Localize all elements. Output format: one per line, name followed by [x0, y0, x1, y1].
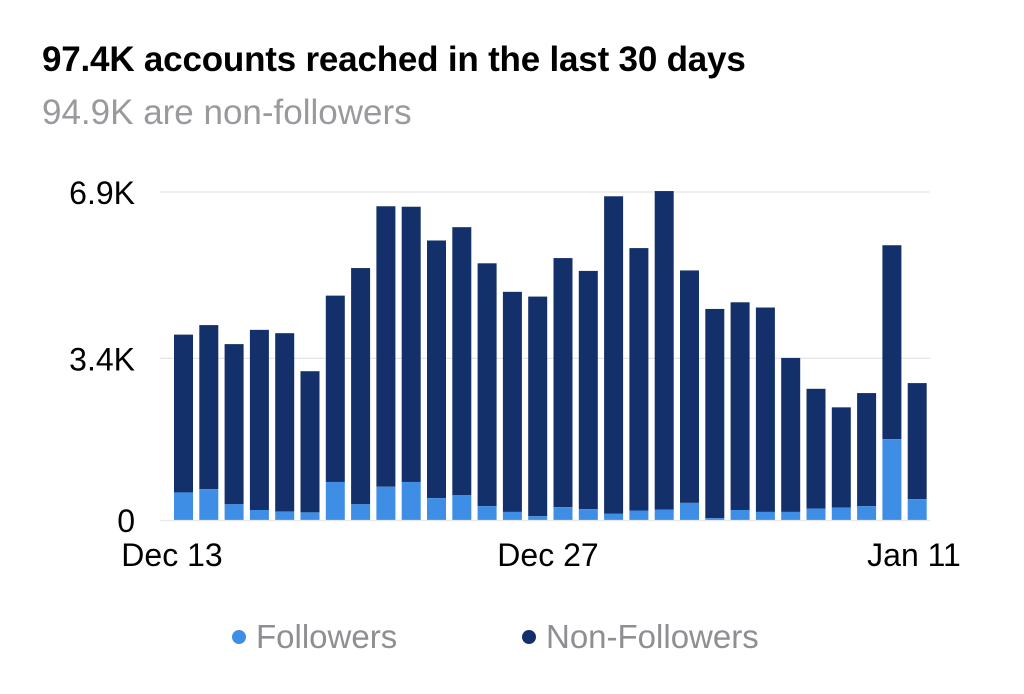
bar-followers[interactable]	[199, 489, 219, 520]
bar-non-followers[interactable]	[325, 295, 345, 482]
bar-followers[interactable]	[831, 507, 851, 520]
bar-non-followers[interactable]	[224, 344, 244, 505]
legend-item-non-followers[interactable]: Non-Followers	[522, 618, 759, 656]
y-tick-label: 6.9K	[69, 175, 135, 211]
legend-label-non-followers: Non-Followers	[546, 618, 759, 655]
bar-followers[interactable]	[553, 507, 573, 520]
bar-followers[interactable]	[857, 506, 877, 520]
bar-non-followers[interactable]	[806, 388, 826, 509]
y-tick-label: 0	[117, 503, 135, 539]
chart-legend: Followers Non-Followers	[0, 618, 1024, 662]
bar-non-followers[interactable]	[401, 206, 421, 482]
bar-followers[interactable]	[604, 513, 624, 520]
bar-non-followers[interactable]	[351, 268, 371, 505]
bar-non-followers[interactable]	[199, 325, 219, 490]
bar-non-followers[interactable]	[755, 307, 775, 512]
bar-followers[interactable]	[806, 508, 826, 520]
bar-followers[interactable]	[376, 486, 396, 520]
bar-followers[interactable]	[300, 512, 320, 520]
bar-non-followers[interactable]	[376, 206, 396, 487]
bar-non-followers[interactable]	[249, 329, 269, 511]
bar-non-followers[interactable]	[857, 393, 877, 507]
reach-bar-chart: 0 3.4K 6.9K Dec 13 Dec 27 Jan 11	[69, 175, 961, 573]
bar-non-followers[interactable]	[452, 227, 472, 496]
bar-non-followers[interactable]	[604, 196, 624, 514]
bar-followers[interactable]	[275, 511, 295, 520]
bar-non-followers[interactable]	[578, 270, 598, 510]
bar-non-followers[interactable]	[654, 191, 674, 510]
x-tick-label: Dec 13	[121, 537, 222, 573]
bar-followers[interactable]	[680, 502, 699, 520]
bar-non-followers[interactable]	[477, 263, 497, 507]
bar-followers[interactable]	[401, 481, 421, 520]
bar-non-followers[interactable]	[528, 296, 548, 517]
bar-non-followers[interactable]	[730, 302, 750, 511]
x-tick-label: Dec 27	[497, 537, 598, 573]
bar-non-followers[interactable]	[705, 308, 725, 519]
bar-followers[interactable]	[249, 510, 269, 520]
y-tick-label: 3.4K	[69, 341, 135, 377]
bar-non-followers[interactable]	[553, 258, 573, 508]
bar-followers[interactable]	[224, 504, 244, 520]
bar-followers[interactable]	[629, 510, 649, 520]
bar-followers[interactable]	[325, 481, 345, 520]
bar-followers[interactable]	[351, 504, 371, 520]
bar-non-followers[interactable]	[502, 291, 522, 512]
bar-non-followers[interactable]	[427, 240, 446, 499]
bar-non-followers[interactable]	[174, 334, 193, 493]
non-followers-dot-icon	[522, 630, 536, 644]
bar-followers[interactable]	[730, 510, 750, 520]
bar-followers[interactable]	[452, 495, 472, 520]
bar-followers[interactable]	[477, 506, 497, 520]
bar-non-followers[interactable]	[882, 245, 902, 440]
bar-followers[interactable]	[907, 499, 927, 520]
x-tick-label: Jan 11	[867, 537, 961, 573]
bar-non-followers[interactable]	[300, 371, 320, 513]
chart-title: 97.4K accounts reached in the last 30 da…	[42, 40, 746, 79]
bar-followers[interactable]	[654, 509, 674, 520]
bar-followers[interactable]	[755, 511, 775, 520]
bar-non-followers[interactable]	[680, 270, 699, 503]
chart-subtitle: 94.9K are non-followers	[42, 93, 412, 132]
bar-followers[interactable]	[578, 509, 598, 520]
legend-item-followers[interactable]: Followers	[232, 618, 397, 656]
bar-followers[interactable]	[781, 511, 801, 520]
bar-followers[interactable]	[502, 511, 522, 520]
bar-followers[interactable]	[427, 498, 446, 520]
legend-label-followers: Followers	[256, 618, 398, 655]
bar-non-followers[interactable]	[907, 383, 927, 500]
bar-non-followers[interactable]	[831, 407, 851, 508]
bar-non-followers[interactable]	[629, 248, 649, 511]
bar-followers[interactable]	[705, 518, 725, 520]
bar-non-followers[interactable]	[781, 357, 801, 512]
followers-dot-icon	[232, 630, 246, 644]
bar-non-followers[interactable]	[275, 333, 295, 512]
bar-followers[interactable]	[528, 516, 548, 520]
bar-followers[interactable]	[174, 492, 193, 520]
bar-followers[interactable]	[882, 439, 902, 520]
